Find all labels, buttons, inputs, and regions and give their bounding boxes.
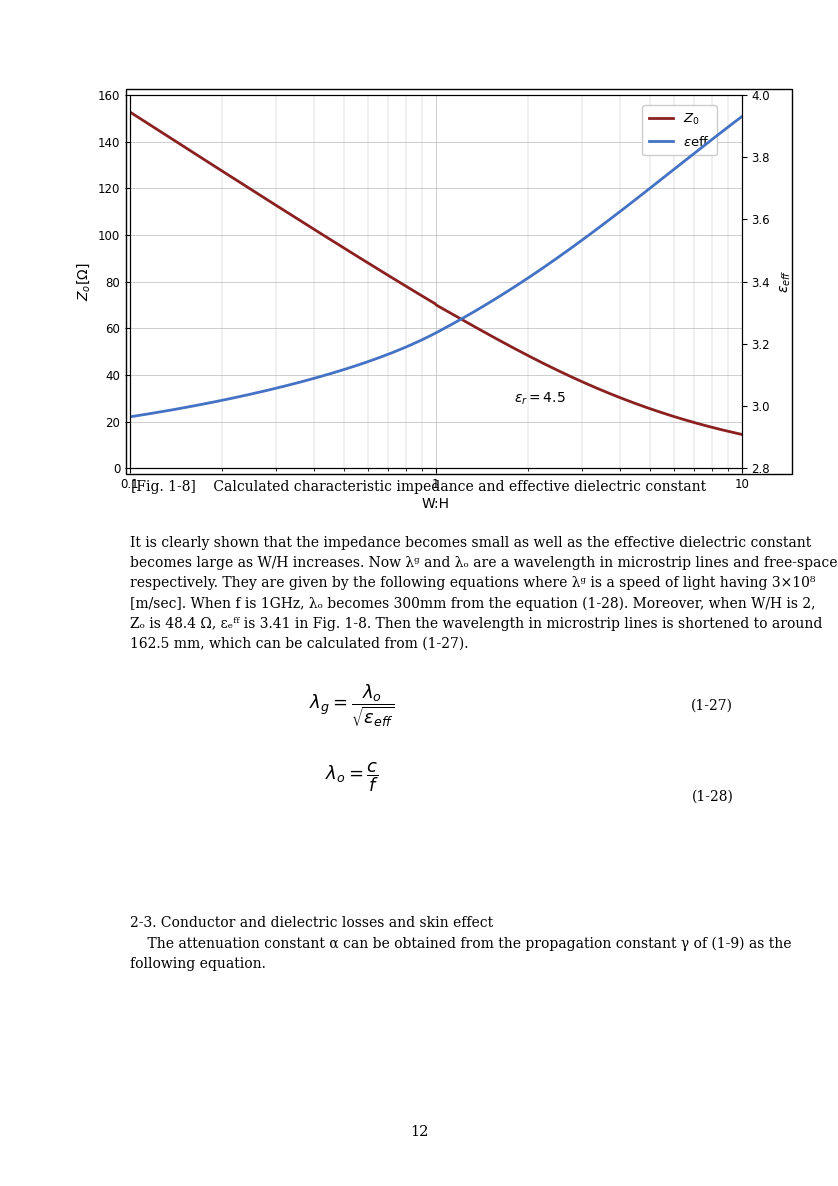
Text: (1-28): (1-28) — [691, 790, 733, 804]
Text: The attenuation constant α can be obtained from the propagation constant γ of (1: The attenuation constant α can be obtain… — [130, 937, 791, 971]
Text: $\varepsilon_r=4.5$: $\varepsilon_r=4.5$ — [514, 391, 566, 408]
Text: 12: 12 — [410, 1124, 428, 1139]
Text: $\lambda_g = \dfrac{\lambda_o}{\sqrt{\varepsilon_{eff}}}$: $\lambda_g = \dfrac{\lambda_o}{\sqrt{\va… — [309, 682, 395, 729]
Legend: $Z_0$, $\varepsilon$eff: $Z_0$, $\varepsilon$eff — [642, 106, 716, 155]
Text: (1-27): (1-27) — [691, 699, 733, 713]
Text: [Fig. 1-8]    Calculated characteristic impedance and effective dielectric const: [Fig. 1-8] Calculated characteristic imp… — [132, 480, 706, 495]
Text: $\lambda_o = \dfrac{c}{f}$: $\lambda_o = \dfrac{c}{f}$ — [325, 760, 379, 793]
Text: It is clearly shown that the impedance becomes small as well as the effective di: It is clearly shown that the impedance b… — [130, 536, 838, 651]
Y-axis label: $\varepsilon_{eff}$: $\varepsilon_{eff}$ — [779, 270, 793, 293]
X-axis label: W:H: W:H — [422, 497, 450, 511]
Text: 2-3. Conductor and dielectric losses and skin effect: 2-3. Conductor and dielectric losses and… — [130, 916, 493, 930]
Y-axis label: $Z_o[\Omega]$: $Z_o[\Omega]$ — [75, 262, 92, 301]
